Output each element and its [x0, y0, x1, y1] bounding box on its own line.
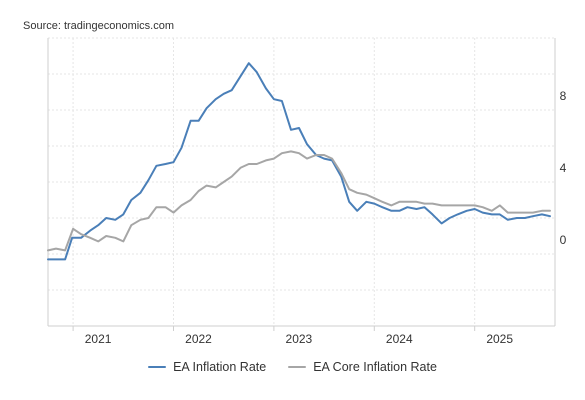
x-tick-label: 2023 — [286, 332, 313, 346]
grid — [48, 37, 555, 326]
series-line-ea-core-inflation — [47, 150, 551, 252]
axes — [47, 38, 556, 331]
y-tick-label: 8 — [560, 89, 567, 103]
source-note: Source: tradingeconomics.com — [23, 20, 175, 32]
series-lines — [47, 62, 551, 261]
legend: EA Inflation Rate EA Core Inflation Rate — [0, 360, 585, 374]
series-line-ea-inflation — [47, 62, 551, 261]
x-tick-label: 2024 — [386, 332, 413, 346]
legend-label-ea-core-inflation: EA Core Inflation Rate — [313, 360, 437, 374]
y-tick-label: 4 — [560, 161, 567, 175]
y-tick-label: 0 — [560, 233, 567, 247]
legend-item-ea-inflation[interactable]: EA Inflation Rate — [148, 360, 266, 374]
tick-labels: 2021 2022 2023 2024 2025 8 4 0 — [85, 89, 567, 346]
legend-swatch-ea-core-inflation — [288, 366, 307, 368]
legend-label-ea-inflation: EA Inflation Rate — [173, 360, 267, 374]
x-tick-label: 2025 — [486, 332, 513, 346]
legend-swatch-ea-inflation — [148, 366, 167, 368]
x-tick-label: 2022 — [185, 332, 212, 346]
x-tick-label: 2021 — [85, 332, 112, 346]
legend-item-ea-core-inflation[interactable]: EA Core Inflation Rate — [288, 360, 437, 374]
